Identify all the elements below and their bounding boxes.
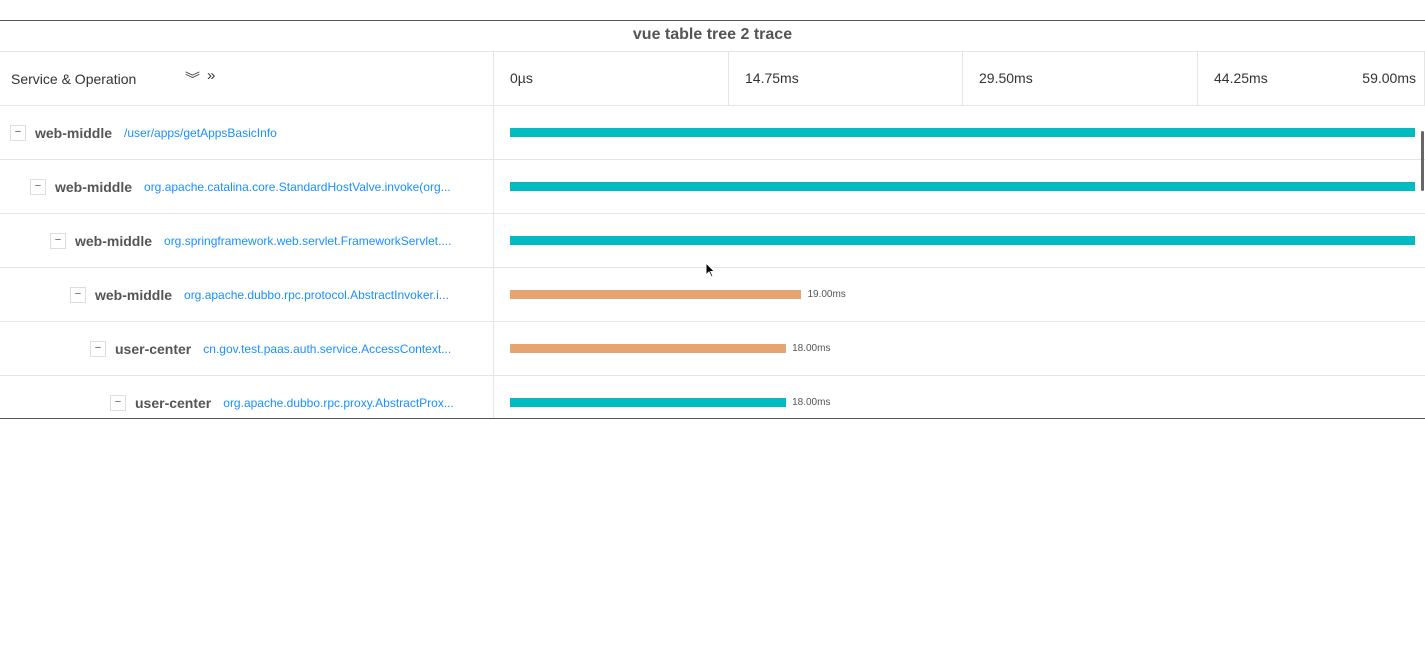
span-bar[interactable] [510, 344, 787, 353]
tick-label: 59.00ms [1362, 70, 1416, 86]
timeline-cell: 19.00ms [494, 268, 1425, 321]
service-operation-cell: − web-middle org.apache.dubbo.rpc.protoc… [0, 268, 494, 321]
timeline-cell [494, 106, 1425, 159]
span-bar[interactable] [510, 236, 1415, 245]
span-bar[interactable] [510, 398, 787, 407]
tick-label: 14.75ms [728, 52, 799, 105]
service-operation-cell: − web-middle org.apache.catalina.core.St… [0, 160, 494, 213]
service-operation-cell: − web-middle org.springframework.web.ser… [0, 214, 494, 267]
service-name: web-middle [55, 178, 133, 195]
timeline-header: 0µs 14.75ms 29.50ms 44.25ms 59.00ms [494, 52, 1425, 105]
table-row[interactable]: − web-middle org.springframework.web.ser… [0, 214, 1425, 268]
table-row[interactable]: − user-center cn.gov.test.paas.auth.serv… [0, 322, 1425, 376]
trace-rows: − web-middle /user/apps/getAppsBasicInfo… [0, 106, 1425, 418]
service-name: web-middle [95, 286, 173, 303]
operation-link[interactable]: /user/apps/getAppsBasicInfo [124, 125, 277, 140]
collapse-toggle[interactable]: − [10, 124, 26, 141]
table-row[interactable]: − user-center org.apache.dubbo.rpc.proxy… [0, 376, 1425, 418]
table-row[interactable]: − web-middle org.apache.dubbo.rpc.protoc… [0, 268, 1425, 322]
span-duration-label: 18.00ms [792, 397, 831, 408]
service-operation-cell: − user-center cn.gov.test.paas.auth.serv… [0, 322, 494, 375]
operation-link[interactable]: org.apache.dubbo.rpc.protocol.AbstractIn… [184, 287, 449, 302]
collapse-toggle[interactable]: − [50, 232, 66, 249]
tick-label: 44.25ms 59.00ms [1197, 52, 1424, 105]
span-duration-label: 19.00ms [807, 289, 846, 300]
service-operation-header: Service & Operation ︾ » [0, 52, 494, 105]
trace-table: vue table tree 2 trace Service & Operati… [0, 20, 1425, 419]
table-row[interactable]: − web-middle org.apache.catalina.core.St… [0, 160, 1425, 214]
double-chevron-right-icon[interactable]: » [207, 67, 216, 84]
service-name: web-middle [35, 124, 113, 141]
tick-label: 0µs [510, 70, 533, 86]
collapse-toggle[interactable]: − [70, 286, 86, 303]
service-operation-cell: − web-middle /user/apps/getAppsBasicInfo [0, 106, 494, 159]
operation-link[interactable]: org.apache.dubbo.rpc.proxy.AbstractProx.… [223, 395, 454, 410]
column-label: Service & Operation [11, 70, 137, 87]
tick-label: 44.25ms [1214, 70, 1268, 86]
trace-title: vue table tree 2 trace [0, 21, 1425, 52]
service-name: user-center [135, 394, 212, 411]
service-operation-cell: − user-center org.apache.dubbo.rpc.proxy… [0, 376, 494, 418]
table-header: Service & Operation ︾ » 0µs 14.75ms 29.5… [0, 52, 1425, 106]
span-bar[interactable] [510, 290, 802, 299]
span-duration-label: 18.00ms [792, 343, 831, 354]
collapse-toggle[interactable]: − [110, 394, 126, 411]
span-bar[interactable] [510, 182, 1415, 191]
collapse-toggle[interactable]: − [90, 340, 106, 357]
timeline-cell: 18.00ms [494, 322, 1425, 375]
tick-label: 29.50ms [962, 52, 1033, 105]
double-chevron-down-icon[interactable]: ︾ [185, 71, 201, 88]
operation-link[interactable]: org.apache.catalina.core.StandardHostVal… [144, 179, 451, 194]
collapse-toggle[interactable]: − [30, 178, 46, 195]
service-name: user-center [115, 340, 192, 357]
mouse-cursor-icon [705, 262, 716, 278]
timeline-cell [494, 214, 1425, 267]
timeline-cell [494, 160, 1425, 213]
operation-link[interactable]: org.springframework.web.servlet.Framewor… [164, 233, 452, 248]
operation-link[interactable]: cn.gov.test.paas.auth.service.AccessCont… [203, 341, 452, 356]
service-name: web-middle [75, 232, 153, 249]
scrollbar[interactable] [1421, 131, 1424, 191]
timeline-cell: 18.00ms [494, 376, 1425, 418]
table-row[interactable]: − web-middle /user/apps/getAppsBasicInfo [0, 106, 1425, 160]
span-bar[interactable] [510, 128, 1415, 137]
